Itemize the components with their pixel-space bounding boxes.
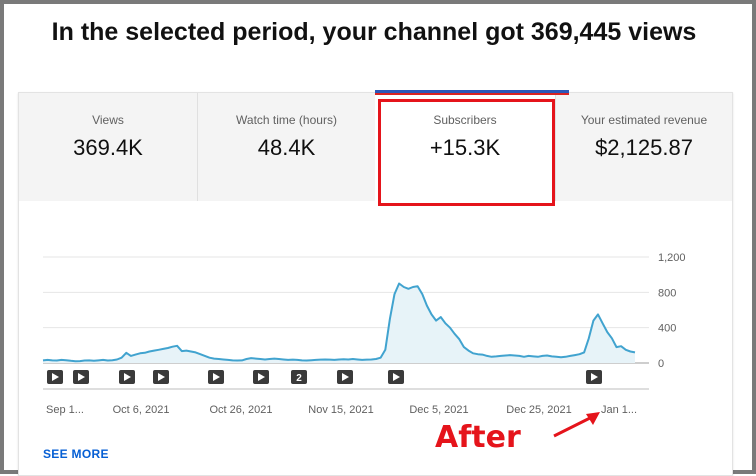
x-tick-label: Oct 26, 2021 — [210, 404, 273, 416]
tab-watch-time-label: Watch time (hours) — [236, 113, 337, 127]
y-tick-label: 800 — [658, 287, 676, 299]
play-glyph — [124, 373, 131, 381]
tab-views[interactable]: Views 369.4K — [19, 93, 197, 201]
play-glyph — [78, 373, 85, 381]
tab-watch-time-value: 48.4K — [257, 135, 316, 160]
tab-views-value: 369.4K — [73, 135, 143, 160]
tab-subscribers[interactable]: Subscribers +15.3K — [375, 93, 555, 201]
tab-revenue-value: $2,125.87 — [595, 135, 693, 160]
tab-watch-time[interactable]: Watch time (hours) 48.4K — [198, 93, 375, 201]
selected-tab-indicator-accent — [375, 93, 569, 95]
play-glyph — [158, 373, 165, 381]
tab-revenue[interactable]: Your estimated revenue $2,125.87 — [556, 93, 732, 201]
x-tick-label: Dec 25, 2021 — [506, 404, 571, 416]
x-tick-label: Sep 1... — [46, 404, 84, 416]
tab-revenue-label: Your estimated revenue — [580, 113, 708, 127]
y-tick-label: 1,200 — [658, 252, 686, 264]
event-marker-label: 2 — [296, 373, 302, 384]
page-headline: In the selected period, your channel got… — [51, 18, 697, 46]
play-glyph — [342, 373, 349, 381]
series-line — [42, 282, 636, 363]
analytics-card: Views 369.4K Watch time (hours) 48.4K Su… — [18, 90, 733, 476]
x-tick-label: Dec 5, 2021 — [409, 404, 468, 416]
play-glyph — [591, 373, 598, 381]
x-tick-label: Nov 15, 2021 — [308, 404, 373, 416]
tab-subscribers-label: Subscribers — [433, 113, 497, 127]
play-glyph — [52, 373, 59, 381]
tab-subscribers-value: +15.3K — [429, 135, 501, 160]
metric-tabs: Views 369.4K Watch time (hours) 48.4K Su… — [19, 90, 732, 206]
after-annotation: After — [435, 420, 521, 455]
x-tick-label: Oct 6, 2021 — [113, 404, 170, 416]
annotation-arrow-icon — [553, 412, 600, 438]
highlight-box — [378, 99, 555, 206]
event-marker — [291, 370, 307, 384]
play-glyph — [258, 373, 265, 381]
see-more-link[interactable]: SEE MORE — [43, 447, 109, 461]
x-tick-label: Jan 1... — [601, 404, 637, 416]
tab-divider — [197, 93, 198, 201]
y-tick-label: 400 — [658, 323, 676, 335]
subscribers-chart: 0 400 800 1,200 2 Sep 1... Oct 6, 2021 Oct 26, … — [42, 252, 686, 416]
tab-views-label: Views — [92, 113, 124, 127]
series-area — [43, 283, 635, 363]
play-glyph — [393, 373, 400, 381]
y-tick-label: 0 — [658, 358, 664, 370]
tab-divider — [555, 93, 556, 201]
play-glyph — [213, 373, 220, 381]
selected-tab-indicator — [375, 90, 569, 93]
